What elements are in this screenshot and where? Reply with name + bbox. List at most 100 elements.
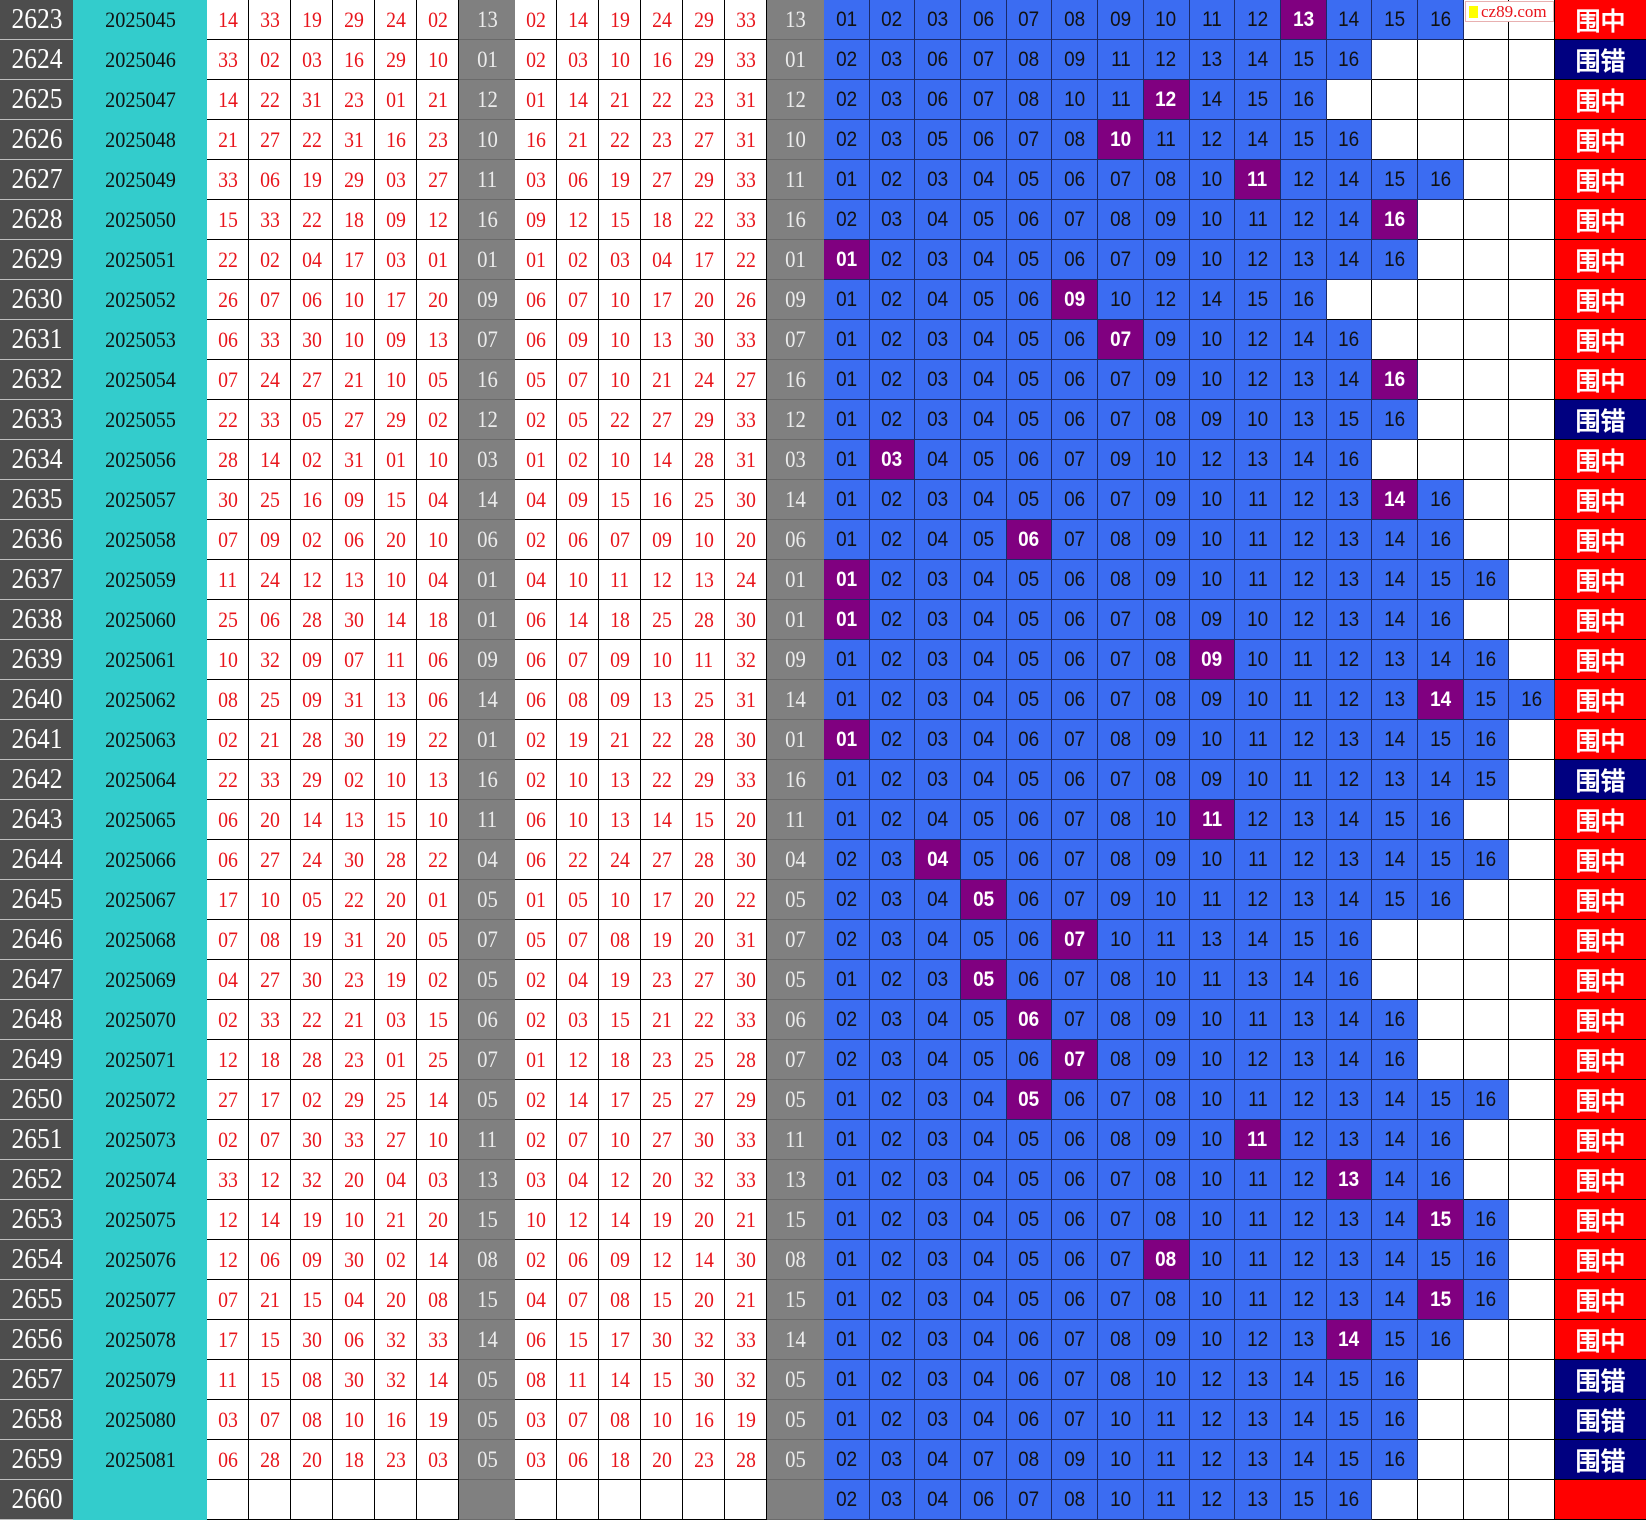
period-number-text: 2025049 bbox=[104, 167, 176, 192]
result-badge-text: 围中 bbox=[1575, 846, 1626, 876]
candidate-number-cell-text: 10 bbox=[1201, 1207, 1223, 1231]
candidate-number-cell: 06 bbox=[1052, 560, 1099, 600]
candidate-number-cell: 07 bbox=[1052, 840, 1099, 880]
candidate-number-cell-text: 15 bbox=[1247, 87, 1269, 111]
row-number: 2643 bbox=[0, 800, 73, 840]
draw-number-text: 04 bbox=[427, 486, 448, 512]
row-number: 2636 bbox=[0, 520, 73, 560]
candidate-number-cell-text: 11 bbox=[1247, 567, 1268, 591]
sorted-number: 08 bbox=[557, 680, 599, 720]
sorted-number: 02 bbox=[557, 240, 599, 280]
candidate-number-cell-text: 01 bbox=[835, 1167, 857, 1191]
candidate-number-cell-text: 02 bbox=[835, 47, 857, 71]
candidate-number-cell: 10 bbox=[1189, 1320, 1236, 1360]
candidate-number-cell-text: 05 bbox=[1018, 1287, 1040, 1311]
candidate-number-cell-text: 06 bbox=[1064, 1287, 1086, 1311]
candidate-number-cell-text: 12 bbox=[1247, 327, 1269, 351]
sorted-number: 22 bbox=[641, 80, 683, 120]
hit-number-cell-text: 05 bbox=[972, 967, 994, 991]
empty-cell bbox=[1463, 40, 1510, 80]
candidate-number-cell-text: 04 bbox=[927, 527, 949, 551]
candidate-number-cell-text: 16 bbox=[1429, 887, 1451, 911]
sorted-number-text: 31 bbox=[735, 86, 756, 112]
draw-number: 14 bbox=[375, 600, 417, 640]
result-badge: 围中 bbox=[1555, 1120, 1646, 1160]
candidate-number-cell: 02 bbox=[824, 1000, 870, 1040]
candidate-number-cell: 14 bbox=[1235, 120, 1281, 160]
candidate-number-cell-text: 05 bbox=[972, 1007, 994, 1031]
candidate-number-cell: 06 bbox=[1006, 960, 1053, 1000]
candidate-number-cell: 02 bbox=[869, 760, 916, 800]
sorted-number-text: 33 bbox=[735, 166, 756, 192]
candidate-number-cell: 14 bbox=[1326, 160, 1373, 200]
candidate-number-cell: 09 bbox=[1098, 440, 1144, 480]
special-number-repeat-text: 14 bbox=[785, 1326, 806, 1352]
candidate-number-cell: 08 bbox=[1098, 800, 1144, 840]
sorted-number: 24 bbox=[683, 360, 725, 400]
candidate-number-cell: 05 bbox=[1006, 1240, 1053, 1280]
sorted-number-text: 06 bbox=[525, 846, 546, 872]
draw-number-text: 33 bbox=[427, 1326, 448, 1352]
candidate-number-cell: 03 bbox=[915, 480, 962, 520]
draw-number-text: 03 bbox=[385, 1006, 406, 1032]
row-number: 2640 bbox=[0, 680, 73, 720]
draw-number-text: 32 bbox=[385, 1366, 406, 1392]
candidate-number-cell: 16 bbox=[1326, 920, 1373, 960]
hit-number-cell: 05 bbox=[961, 880, 1007, 920]
sorted-number-text: 19 bbox=[651, 926, 672, 952]
empty-cell bbox=[1463, 200, 1510, 240]
draw-number: 32 bbox=[249, 640, 291, 680]
empty-cell bbox=[1509, 120, 1555, 160]
candidate-number-cell-text: 02 bbox=[835, 927, 857, 951]
sorted-number-text: 20 bbox=[651, 1446, 672, 1472]
candidate-number-cell-text: 15 bbox=[1338, 1407, 1360, 1431]
candidate-number-cell-text: 09 bbox=[1201, 607, 1223, 631]
draw-number: 10 bbox=[375, 560, 417, 600]
draw-number-text: 16 bbox=[385, 126, 406, 152]
candidate-number-cell: 07 bbox=[1098, 1240, 1144, 1280]
candidate-number-cell: 01 bbox=[824, 400, 870, 440]
result-badge: 围中 bbox=[1555, 80, 1646, 120]
special-number: 01 bbox=[459, 560, 515, 600]
candidate-number-cell-text: 02 bbox=[835, 1487, 857, 1511]
candidate-number-cell: 10 bbox=[1189, 1040, 1236, 1080]
draw-number bbox=[417, 1480, 459, 1520]
candidate-number-cell: 12 bbox=[1280, 200, 1327, 240]
sorted-number-text: 10 bbox=[693, 526, 714, 552]
sorted-number-text: 06 bbox=[525, 286, 546, 312]
sorted-number: 18 bbox=[599, 1040, 641, 1080]
candidate-number-cell: 10 bbox=[1143, 1360, 1190, 1400]
candidate-number-cell-text: 14 bbox=[1292, 967, 1314, 991]
table-row: 2649 2025071 12 18 28 23 01 25 07 01 12 18 23 25 28 07 0… bbox=[0, 1040, 1646, 1080]
candidate-number-cell: 06 bbox=[961, 1480, 1007, 1520]
sorted-number-text: 25 bbox=[693, 486, 714, 512]
sorted-number-text: 15 bbox=[609, 1006, 630, 1032]
candidate-number-cell: 14 bbox=[1235, 40, 1281, 80]
candidate-number-cell: 09 bbox=[1143, 560, 1190, 600]
sorted-number: 14 bbox=[641, 440, 683, 480]
candidate-number-cell-text: 08 bbox=[1155, 767, 1177, 791]
candidate-number-cell-text: 07 bbox=[972, 87, 994, 111]
candidate-number-cell-text: 10 bbox=[1109, 927, 1131, 951]
sorted-number-text: 23 bbox=[651, 126, 672, 152]
draw-number-text: 25 bbox=[259, 686, 280, 712]
result-badge: 围中 bbox=[1555, 560, 1646, 600]
draw-number: 27 bbox=[207, 1080, 249, 1120]
sorted-number: 06 bbox=[557, 520, 599, 560]
candidate-number-cell: 15 bbox=[1417, 840, 1464, 880]
candidate-number-cell-text: 04 bbox=[972, 1407, 994, 1431]
candidate-number-cell: 12 bbox=[1143, 280, 1190, 320]
candidate-number-cell: 08 bbox=[1052, 0, 1099, 40]
hit-number-cell-text: 01 bbox=[835, 567, 857, 591]
candidate-number-cell: 12 bbox=[1143, 40, 1190, 80]
candidate-number-cell-text: 08 bbox=[1155, 1087, 1177, 1111]
candidate-number-cell: 02 bbox=[824, 80, 870, 120]
candidate-number-cell-text: 07 bbox=[1064, 1367, 1086, 1391]
draw-number: 28 bbox=[249, 1440, 291, 1480]
special-number-text: 01 bbox=[476, 46, 498, 72]
candidate-number-cell: 10 bbox=[1189, 160, 1236, 200]
candidate-number-cell: 01 bbox=[824, 1080, 870, 1120]
sorted-number-text: 10 bbox=[609, 446, 630, 472]
draw-number-text: 03 bbox=[301, 46, 322, 72]
draw-number-text: 22 bbox=[259, 86, 280, 112]
